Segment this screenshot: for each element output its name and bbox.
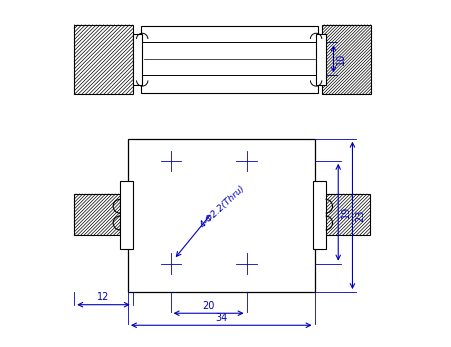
Bar: [120, 181, 133, 249]
Bar: [128, 139, 314, 292]
Bar: [312, 181, 325, 249]
Bar: [74, 194, 120, 235]
Bar: [322, 25, 371, 94]
Bar: [315, 34, 325, 85]
Bar: [322, 194, 369, 235]
Text: 19: 19: [340, 206, 350, 218]
Bar: [140, 26, 317, 93]
Bar: [322, 25, 371, 94]
Bar: [74, 25, 133, 94]
Text: 34: 34: [215, 313, 227, 323]
Text: 23: 23: [354, 209, 364, 222]
Text: 12: 12: [97, 292, 110, 302]
Text: 20: 20: [202, 301, 214, 311]
Bar: [74, 194, 120, 235]
Text: 4-Φ2.2(Thru): 4-Φ2.2(Thru): [198, 184, 247, 230]
Bar: [133, 34, 142, 85]
Text: 10: 10: [335, 53, 345, 65]
Bar: [322, 194, 369, 235]
Bar: [74, 25, 133, 94]
